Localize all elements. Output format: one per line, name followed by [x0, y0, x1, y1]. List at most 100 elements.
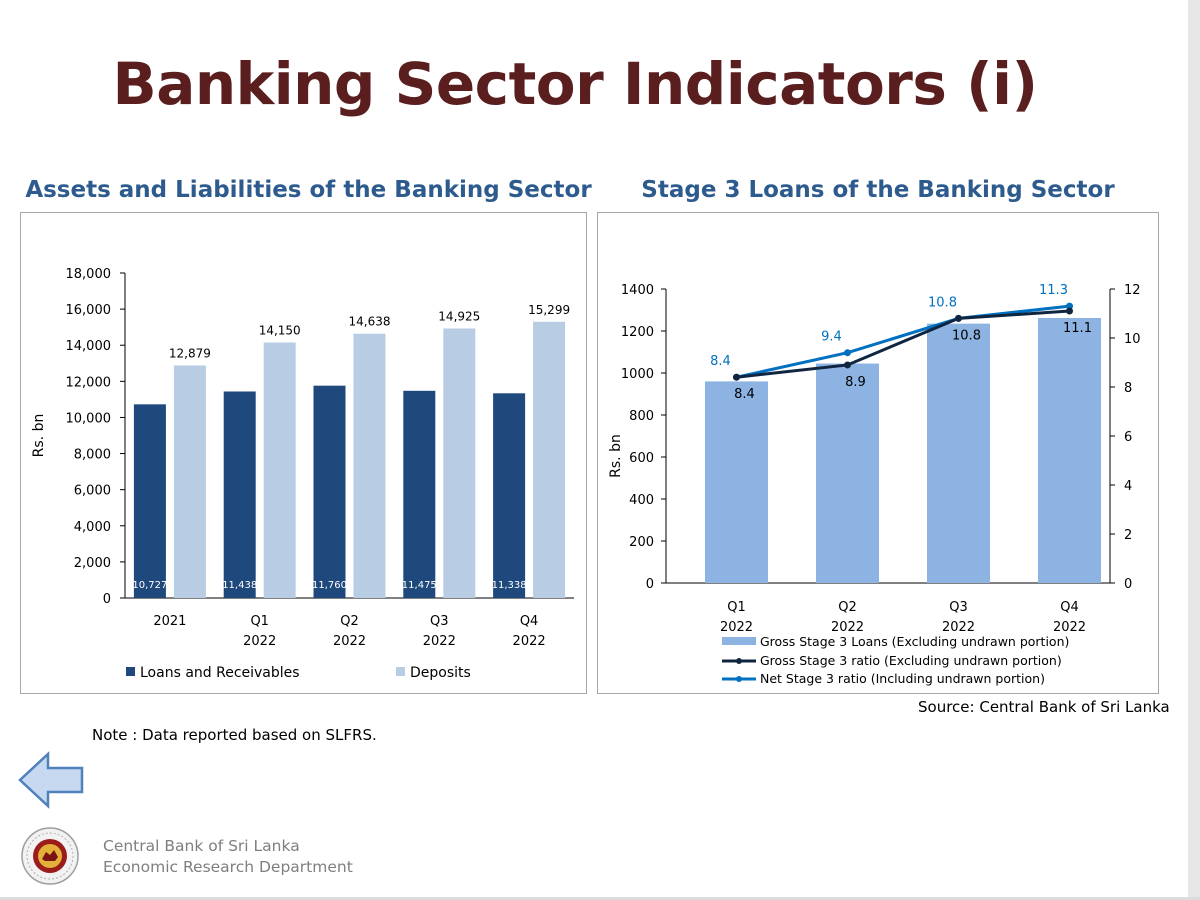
chart2-title: Stage 3 Loans of the Banking Sector [641, 177, 1115, 203]
page-title: Banking Sector Indicators (i) [112, 50, 1038, 118]
y-tick-label: 16,000 [66, 303, 112, 318]
y-tick-label: 10,000 [66, 411, 112, 426]
bar-deposits [533, 321, 566, 598]
y-tick-label: 600 [629, 451, 654, 466]
bar-loans-receivables [313, 385, 346, 598]
data-label-loans: 11,475 [402, 580, 437, 591]
data-label-deposits: 14,150 [259, 324, 301, 338]
chart1-title: Assets and Liabilities of the Banking Se… [25, 177, 592, 203]
x-tick-label-year: 2022 [333, 634, 366, 649]
y-tick-label: 1400 [621, 283, 654, 298]
bar-loans-receivables [223, 391, 256, 598]
y-tick-label: 6,000 [74, 484, 111, 499]
line-gross-stage3-ratio [736, 309, 1070, 379]
point-net-stage3-ratio [844, 349, 851, 357]
y-tick-label: 12,000 [66, 375, 112, 390]
data-label-gross-ratio: 11.1 [1063, 321, 1092, 336]
y-axis-title: Rs. bn [31, 414, 47, 458]
y-tick-label: 0 [646, 577, 654, 592]
legend-label-net-ratio: Net Stage 3 ratio (Including undrawn por… [760, 671, 1045, 686]
x-tick-label: Q2 [340, 614, 359, 629]
y-tick-label: 4,000 [74, 520, 111, 535]
y2-tick-label: 6 [1124, 430, 1132, 445]
window-edge-bottom [0, 897, 1200, 900]
y-tick-label: 400 [629, 493, 654, 508]
data-label-net-ratio: 11.3 [1039, 283, 1068, 298]
legend-marker-gross-ratio [736, 658, 742, 664]
y-axis-title: Rs. bn [608, 434, 624, 478]
x-tick-label: Q1 [250, 614, 269, 629]
point-gross-stage3-ratio [844, 361, 851, 369]
window-edge-right [1188, 0, 1200, 900]
data-label-gross-ratio: 8.4 [734, 387, 755, 402]
x-tick-label-year: 2022 [243, 634, 276, 649]
bar-deposits [173, 365, 206, 598]
left-arrow-icon[interactable] [18, 750, 84, 814]
bar-gross-stage3-loans [1038, 317, 1101, 583]
y-tick-label: 0 [103, 592, 111, 607]
line-net-stage3-ratio [736, 304, 1070, 379]
x-tick-label: Q4 [520, 614, 539, 629]
legend-label-deposits: Deposits [410, 665, 471, 681]
legend-label-gross-ratio: Gross Stage 3 ratio (Excluding undrawn p… [760, 653, 1062, 668]
bar-deposits [353, 333, 386, 598]
legend-swatch-gross-loans [722, 637, 756, 645]
y2-tick-label: 0 [1124, 577, 1132, 592]
y2-tick-label: 12 [1124, 283, 1141, 298]
bar-loans-receivables [493, 393, 526, 598]
point-gross-stage3-ratio [955, 314, 962, 322]
x-tick-label-year: 2022 [513, 634, 546, 649]
y-tick-label: 8,000 [74, 448, 111, 463]
footer-bank-name: Central Bank of Sri Lanka [103, 837, 300, 855]
data-label-deposits: 14,925 [438, 310, 480, 324]
data-label-deposits: 12,879 [169, 346, 211, 360]
bar-gross-stage3-loans [705, 381, 768, 583]
assets-liabilities-chart: 0 2,000 4,000 6,000 8,000 10,000 12,000 14,000 1… [31, 267, 574, 681]
bar-gross-stage3-loans [927, 323, 990, 583]
legend-label-loans: Loans and Receivables [140, 665, 300, 681]
x-tick-label: Q4 [1060, 600, 1079, 615]
data-label-loans: 10,727 [132, 580, 167, 591]
central-bank-seal-icon [20, 826, 80, 890]
y-tick-label: 2,000 [74, 556, 111, 571]
y2-tick-label: 2 [1124, 528, 1132, 543]
x-tick-label-year: 2022 [720, 620, 753, 635]
y-tick-label: 14,000 [66, 339, 112, 354]
y-tick-label: 200 [629, 535, 654, 550]
x-tick-label: Q3 [430, 614, 449, 629]
bar-loans-receivables [133, 404, 166, 598]
bar-deposits [443, 328, 476, 598]
data-label-net-ratio: 10.8 [928, 295, 957, 310]
x-tick-label: Q2 [838, 600, 857, 615]
assets-liabilities-chart-panel: 0 2,000 4,000 6,000 8,000 10,000 12,000 14,000 1… [20, 212, 587, 694]
point-net-stage3-ratio [1066, 302, 1073, 310]
x-tick-label: 2021 [153, 614, 186, 629]
stage3-loans-chart: 0 200 400 600 800 1000 1200 1400 0 2 4 6 8 10 12 Rs. bn… [608, 283, 1141, 686]
data-label-net-ratio: 9.4 [821, 330, 842, 345]
y2-tick-label: 8 [1124, 381, 1132, 396]
bar-gross-stage3-loans [816, 363, 879, 583]
x-tick-label-year: 2022 [942, 620, 975, 635]
data-label-loans: 11,760 [312, 580, 347, 591]
bar-deposits [263, 342, 296, 598]
y2-tick-label: 4 [1124, 479, 1132, 494]
data-label-gross-ratio: 10.8 [952, 328, 981, 343]
x-tick-label: Q1 [727, 600, 746, 615]
point-gross-stage3-ratio [1066, 307, 1073, 315]
y-tick-label: 18,000 [66, 267, 112, 282]
footer-department: Economic Research Department [103, 858, 353, 876]
x-tick-label: Q3 [949, 600, 968, 615]
point-gross-stage3-ratio [733, 373, 740, 381]
x-tick-label-year: 2022 [423, 634, 456, 649]
data-label-net-ratio: 8.4 [710, 354, 731, 369]
data-note: Note : Data reported based on SLFRS. [92, 726, 377, 744]
legend-label-gross-loans: Gross Stage 3 Loans (Excluding undrawn p… [760, 634, 1069, 649]
footer: Central Bank of Sri Lanka Economic Resea… [103, 836, 353, 878]
y-tick-label: 800 [629, 409, 654, 424]
source-note: Source: Central Bank of Sri Lanka [918, 698, 1170, 716]
bar-loans-receivables [403, 390, 436, 598]
y-tick-label: 1200 [621, 325, 654, 340]
data-label-loans: 11,338 [492, 580, 527, 591]
stage3-loans-chart-panel: 0 200 400 600 800 1000 1200 1400 0 2 4 6 8 10 12 Rs. bn… [597, 212, 1159, 694]
y2-tick-label: 10 [1124, 332, 1141, 347]
